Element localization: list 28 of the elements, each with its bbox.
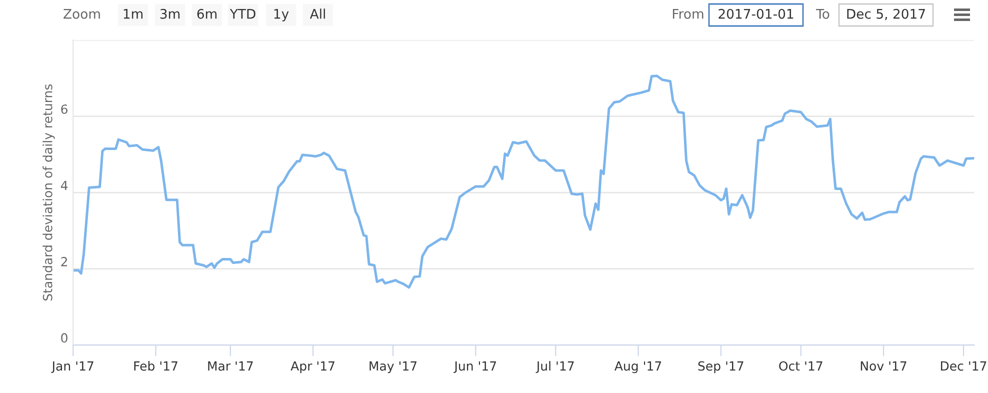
x-tick-label: Sep '17: [698, 361, 744, 374]
text: Dec 5, 2017: [847, 8, 925, 20]
x-tick-label: Jun '17: [454, 361, 496, 374]
x-tick-label: Jul '17: [536, 361, 574, 374]
text: 1y: [274, 9, 289, 22]
y-tick-label: 6: [61, 104, 68, 114]
text: All: [310, 8, 325, 19]
x-tick-label: Apr '17: [290, 361, 334, 374]
x-tick-label: Mar '17: [208, 361, 253, 371]
y-tick-label: 4: [60, 180, 68, 190]
x-tick-label: Feb '17: [134, 361, 178, 371]
y-tick-label: 0: [61, 333, 68, 343]
text: To: [816, 9, 830, 19]
x-tick-label: Oct '17: [779, 361, 822, 371]
text: 3m: [160, 8, 180, 19]
text: YTD: [230, 9, 256, 19]
x-tick-label: May '17: [370, 361, 417, 374]
text: 1m: [124, 9, 143, 19]
x-tick-label: Dec '17: [940, 361, 986, 371]
text: From: [672, 9, 704, 19]
text: Zoom: [64, 9, 100, 19]
x-tick-label: Nov '17: [860, 361, 906, 371]
x-tick-label: Jan '17: [51, 361, 94, 374]
y-tick-label: 2: [61, 256, 67, 266]
x-tick-label: Aug '17: [614, 361, 662, 374]
y-axis-title: Standard deviation of daily returns: [42, 84, 55, 301]
text: 6m: [197, 8, 217, 19]
text: 2017-01-01: [718, 8, 794, 19]
